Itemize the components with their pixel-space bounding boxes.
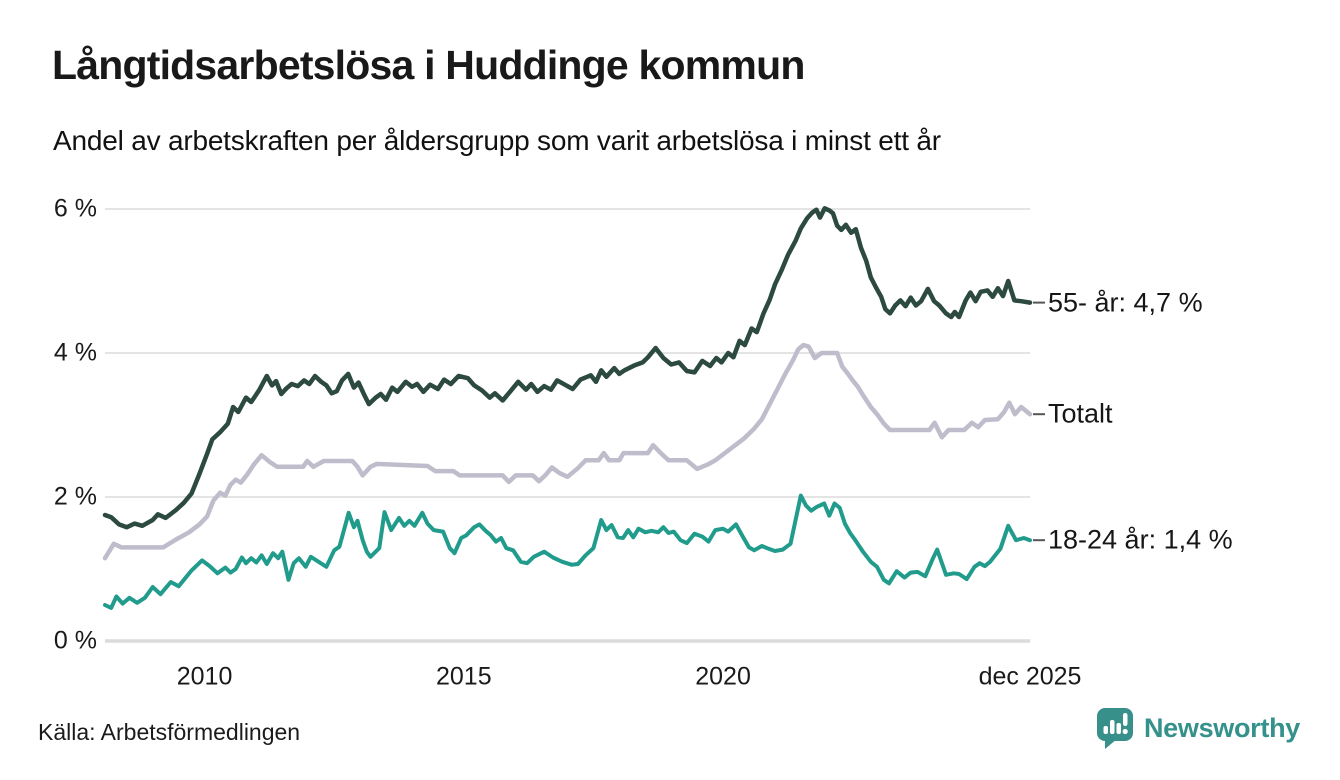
source-note: Källa: Arbetsförmedlingen	[38, 719, 301, 745]
newsworthy-speech-bubble-chart-icon	[1095, 706, 1135, 750]
series-line-55- år	[102, 206, 1033, 530]
newsworthy-wordmark: Newsworthy	[1143, 712, 1300, 743]
newsworthy-logo: Newsworthy	[1095, 706, 1300, 750]
series-line-18-24 år	[103, 493, 1032, 610]
page-subtitle: Andel av arbetskraften per åldersgrupp s…	[53, 125, 941, 156]
page-title: Långtidsarbetslösa i Huddinge kommun	[52, 42, 805, 88]
series-line-Totalt	[102, 342, 1033, 561]
